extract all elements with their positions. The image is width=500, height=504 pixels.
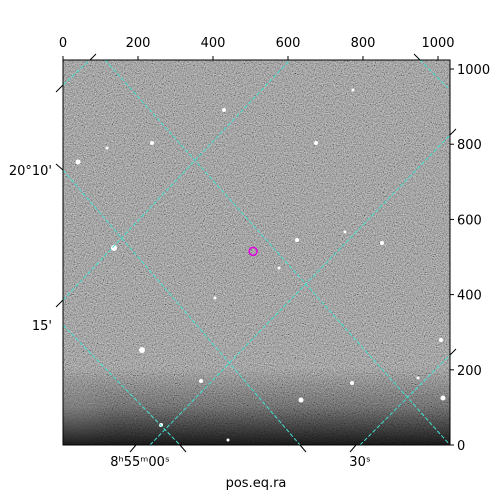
stars bbox=[75, 88, 446, 442]
x-tick-label: 0 bbox=[59, 36, 67, 51]
x-axis-label: pos.eq.ra bbox=[226, 476, 287, 491]
ra-tick-label: 30ˢ bbox=[349, 455, 371, 470]
dec-tick-label: 20°10' bbox=[9, 164, 52, 179]
x-tick-label: 200 bbox=[126, 36, 151, 51]
y-tick-label: 0 bbox=[457, 439, 465, 454]
x-tick-label: 1000 bbox=[421, 36, 454, 51]
x-tick-label: 400 bbox=[201, 36, 226, 51]
world-ticks bbox=[55, 53, 457, 453]
x-tick-label: 800 bbox=[351, 36, 376, 51]
y-tick-label: 800 bbox=[457, 138, 482, 153]
plot-frame bbox=[62, 59, 451, 446]
dec-tick-label: 15' bbox=[32, 319, 52, 334]
y-tick-label: 1000 bbox=[457, 63, 490, 78]
y-tick-label: 600 bbox=[457, 213, 482, 228]
y-tick-label: 200 bbox=[457, 364, 482, 379]
source-marker bbox=[248, 246, 258, 257]
ra-tick-label: 8ʰ55ᵐ00ˢ bbox=[110, 455, 170, 470]
x-tick-label: 600 bbox=[276, 36, 301, 51]
world-grid bbox=[63, 60, 450, 445]
y-tick-label: 400 bbox=[457, 289, 482, 304]
